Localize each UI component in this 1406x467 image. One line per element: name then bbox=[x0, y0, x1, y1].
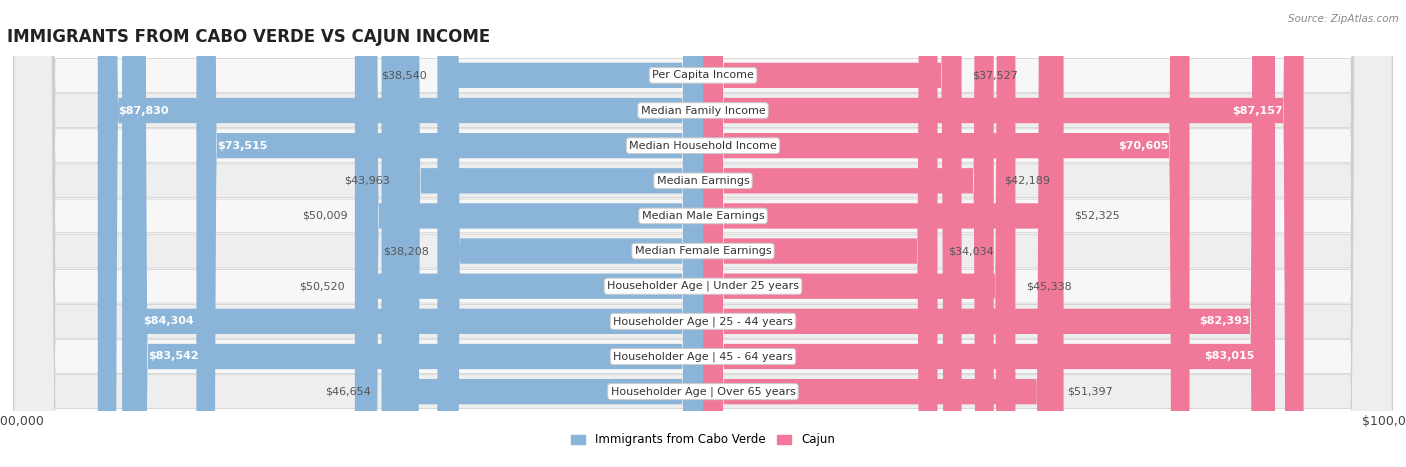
Text: $70,605: $70,605 bbox=[1118, 141, 1168, 151]
FancyBboxPatch shape bbox=[14, 0, 1392, 467]
FancyBboxPatch shape bbox=[14, 0, 1392, 467]
FancyBboxPatch shape bbox=[703, 0, 1057, 467]
Text: $38,540: $38,540 bbox=[381, 71, 427, 80]
FancyBboxPatch shape bbox=[14, 0, 1392, 467]
Text: $37,527: $37,527 bbox=[972, 71, 1018, 80]
Text: Median Earnings: Median Earnings bbox=[657, 176, 749, 186]
FancyBboxPatch shape bbox=[703, 0, 1303, 467]
Text: $87,830: $87,830 bbox=[118, 106, 169, 115]
FancyBboxPatch shape bbox=[14, 0, 1392, 467]
FancyBboxPatch shape bbox=[703, 0, 1275, 467]
Text: $46,654: $46,654 bbox=[325, 387, 371, 396]
Text: $82,393: $82,393 bbox=[1199, 316, 1250, 326]
Text: $87,157: $87,157 bbox=[1232, 106, 1282, 115]
Legend: Immigrants from Cabo Verde, Cajun: Immigrants from Cabo Verde, Cajun bbox=[567, 429, 839, 451]
Text: Householder Age | 25 - 44 years: Householder Age | 25 - 44 years bbox=[613, 316, 793, 326]
FancyBboxPatch shape bbox=[14, 0, 1392, 467]
Text: $83,542: $83,542 bbox=[148, 352, 198, 361]
FancyBboxPatch shape bbox=[437, 0, 703, 467]
FancyBboxPatch shape bbox=[703, 0, 938, 467]
Text: IMMIGRANTS FROM CABO VERDE VS CAJUN INCOME: IMMIGRANTS FROM CABO VERDE VS CAJUN INCO… bbox=[7, 28, 491, 46]
FancyBboxPatch shape bbox=[703, 0, 962, 467]
FancyBboxPatch shape bbox=[14, 0, 1392, 467]
Text: $50,009: $50,009 bbox=[302, 211, 349, 221]
FancyBboxPatch shape bbox=[381, 0, 703, 467]
Text: Householder Age | Over 65 years: Householder Age | Over 65 years bbox=[610, 386, 796, 397]
FancyBboxPatch shape bbox=[14, 0, 1392, 467]
FancyBboxPatch shape bbox=[128, 0, 703, 467]
Text: $38,208: $38,208 bbox=[384, 246, 429, 256]
Text: $73,515: $73,515 bbox=[217, 141, 267, 151]
FancyBboxPatch shape bbox=[401, 0, 703, 467]
Text: $45,338: $45,338 bbox=[1026, 281, 1071, 291]
FancyBboxPatch shape bbox=[359, 0, 703, 467]
FancyBboxPatch shape bbox=[703, 0, 1189, 467]
FancyBboxPatch shape bbox=[14, 0, 1392, 467]
FancyBboxPatch shape bbox=[354, 0, 703, 467]
Text: Median Female Earnings: Median Female Earnings bbox=[634, 246, 772, 256]
FancyBboxPatch shape bbox=[703, 0, 1015, 467]
FancyBboxPatch shape bbox=[703, 0, 1271, 467]
FancyBboxPatch shape bbox=[703, 0, 1063, 467]
Text: $83,015: $83,015 bbox=[1204, 352, 1254, 361]
Text: Householder Age | 45 - 64 years: Householder Age | 45 - 64 years bbox=[613, 351, 793, 362]
Text: Householder Age | Under 25 years: Householder Age | Under 25 years bbox=[607, 281, 799, 291]
FancyBboxPatch shape bbox=[197, 0, 703, 467]
FancyBboxPatch shape bbox=[98, 0, 703, 467]
FancyBboxPatch shape bbox=[440, 0, 703, 467]
Text: $84,304: $84,304 bbox=[143, 316, 194, 326]
Text: $43,963: $43,963 bbox=[344, 176, 389, 186]
Text: $51,397: $51,397 bbox=[1067, 387, 1114, 396]
Text: Median Family Income: Median Family Income bbox=[641, 106, 765, 115]
Text: Per Capita Income: Per Capita Income bbox=[652, 71, 754, 80]
Text: $34,034: $34,034 bbox=[948, 246, 994, 256]
Text: $50,520: $50,520 bbox=[299, 281, 344, 291]
Text: Source: ZipAtlas.com: Source: ZipAtlas.com bbox=[1288, 14, 1399, 24]
FancyBboxPatch shape bbox=[703, 0, 994, 467]
Text: $42,189: $42,189 bbox=[1004, 176, 1050, 186]
Text: Median Male Earnings: Median Male Earnings bbox=[641, 211, 765, 221]
FancyBboxPatch shape bbox=[14, 0, 1392, 467]
Text: Median Household Income: Median Household Income bbox=[628, 141, 778, 151]
Text: $52,325: $52,325 bbox=[1074, 211, 1119, 221]
FancyBboxPatch shape bbox=[122, 0, 703, 467]
FancyBboxPatch shape bbox=[14, 0, 1392, 467]
